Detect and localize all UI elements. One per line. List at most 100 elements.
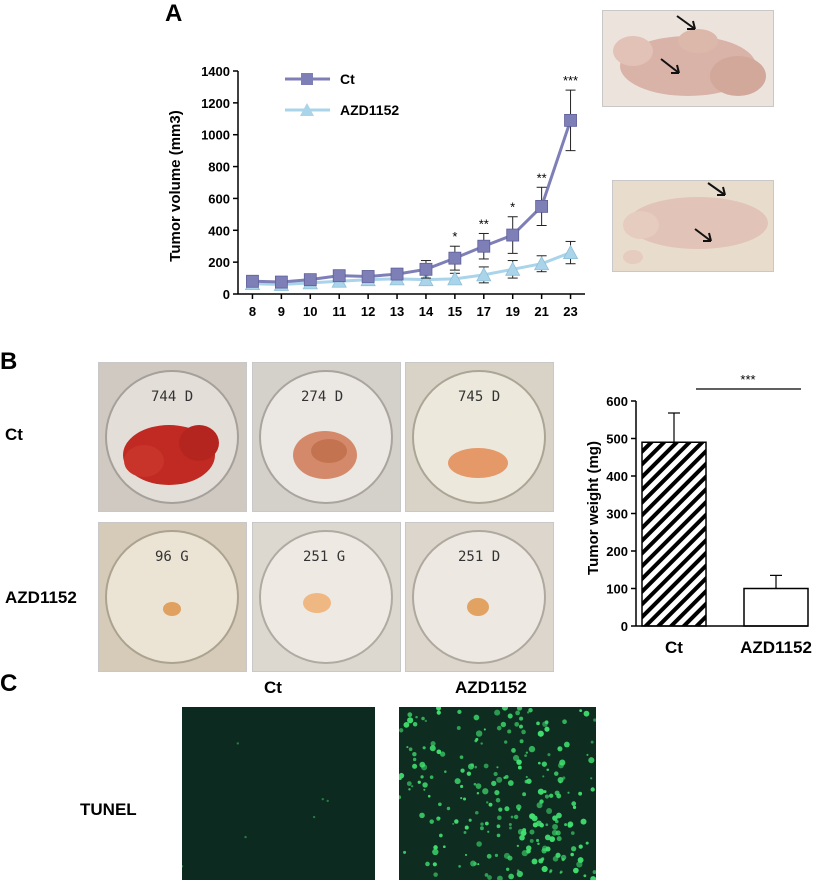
stain-dot [528,707,533,713]
y-tick-label: 400 [208,223,230,238]
stain-dot [482,788,489,795]
stain-dot [515,804,522,810]
stain-dot [406,746,409,749]
stain-dot [573,867,579,874]
stain-dot [545,846,551,852]
stain-dot [519,834,525,841]
stain-dot [479,826,484,831]
x-axis: Ct AZD1152 [636,625,812,657]
stain-dot [432,848,439,856]
stain-dot [544,726,550,732]
data-point [447,271,463,286]
stain-dot [475,783,482,789]
stain-dot [439,833,443,838]
stain-dot [415,715,418,719]
stain-dot [436,749,442,755]
stain-dot [436,707,442,711]
stain-dot [525,775,528,779]
stain-dot [514,721,520,727]
x-tick-label: 19 [505,304,519,319]
stain-dot [494,790,500,796]
data-point [361,270,375,283]
stain-dot [590,777,593,780]
legend-marker [301,73,313,85]
y-tick-label: 200 [208,255,230,270]
stain-dot [549,836,556,843]
x-tick-label: 12 [361,304,375,319]
x-axis: 8 9 10 11 12 13 14 15 17 19 21 23 [238,293,585,319]
stain-dot [521,850,528,857]
stain-dot [552,815,558,821]
stain-dot [528,745,536,753]
bar-azd1152 [743,587,809,627]
tunel-row-label: TUNEL [80,800,137,819]
stain-dot [538,858,544,864]
stain-dot [486,853,492,859]
stain-dot [407,712,413,718]
stain-dot [423,788,426,791]
stain-dot [507,780,514,786]
stain-dot [408,747,413,752]
row-label-ct: Ct [5,425,23,444]
stain-dot [512,754,520,762]
y-tick-label: 1200 [201,96,230,111]
stain-dot [553,771,559,776]
stain-dot [519,739,524,744]
stain-dot [537,730,544,737]
dish-label: 96 G [155,549,189,565]
dish-label: 274 D [301,389,343,405]
stain-dot [508,873,514,880]
stain-dot [526,711,530,714]
data-point [303,273,317,287]
stain-dot [244,835,247,839]
stain-dot [579,709,583,713]
stain-dot [576,861,583,868]
stain-dot [535,820,542,827]
stain-dot [552,823,558,830]
y-axis: 0 100 200 300 400 500 600 [606,394,637,634]
stain-dot [522,792,527,797]
stain-dot [491,780,497,787]
x-tick-label: 23 [563,304,577,319]
stain-dot [476,841,482,847]
data-point [533,255,550,271]
stain-dot [463,831,467,834]
dish-label: 745 D [458,389,500,405]
stain-dot [516,844,520,848]
stain-dot [521,729,526,735]
stain-dot [583,710,590,717]
series-layer [244,89,579,291]
stain-dot [561,858,565,862]
stain-dot [420,775,424,779]
y-tick-label: 300 [606,507,628,522]
stain-dot [458,865,461,868]
mouse-photo-ct [602,10,774,107]
stain-dot [422,782,428,788]
stain-dot [470,860,477,867]
stain-dot [411,785,414,788]
stain-dot [403,721,410,728]
y-tick-label: 0 [223,287,230,302]
significance-layer: ********* [452,73,578,244]
stain-dot [460,797,463,800]
stain-dot [326,799,329,803]
stain-dot [515,710,520,716]
stain-dot [477,863,480,866]
stain-dot [537,761,541,765]
y-tick-label: 1400 [201,64,230,79]
stain-dot [536,802,543,809]
stain-dot [456,726,461,730]
stain-dot [507,713,513,719]
y-axis: 0 200 400 600 800 1000 1200 1400 [201,64,239,302]
x-tick-label: 8 [249,304,256,319]
stain-dot [562,719,567,725]
tumor-weight-chart: 0 100 200 300 400 500 600 Ct AZD1152 *** Tumor … [585,372,812,657]
significance-bracket: *** [696,372,801,390]
stain-dot [548,793,554,798]
stain-dot [430,741,436,747]
data-point [274,275,288,289]
stain-dot [429,775,434,779]
stain-dot [444,770,447,773]
stain-dot [475,730,483,737]
dish-photo: 251 G [252,522,401,672]
